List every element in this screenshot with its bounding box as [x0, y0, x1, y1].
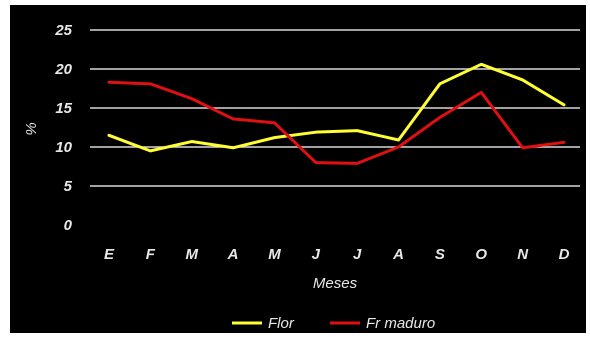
x-tick-label: J — [353, 246, 362, 263]
x-axis-title: Meses — [313, 275, 358, 292]
series-line-1 — [107, 62, 566, 153]
series-lines — [107, 62, 566, 165]
y-axis-title: % — [23, 122, 40, 135]
legend-label-1: Flor — [268, 315, 295, 332]
x-tick-label: F — [146, 246, 156, 263]
legend-label-2: Fr maduro — [366, 315, 435, 332]
series-line-2 — [107, 80, 566, 165]
y-axis-ticks: 25 20 15 10 5 0 — [54, 22, 72, 234]
y-tick-label: 10 — [55, 139, 72, 156]
y-tick-label: 25 — [54, 22, 72, 39]
legend: Flor Fr maduro — [232, 315, 435, 332]
y-tick-label: 15 — [55, 100, 72, 117]
x-tick-label: A — [227, 246, 239, 263]
x-tick-label: E — [104, 246, 115, 263]
x-tick-label: D — [559, 246, 570, 263]
x-tick-label: M — [268, 246, 281, 263]
x-tick-label: M — [185, 246, 198, 263]
x-tick-label: S — [435, 246, 445, 263]
x-tick-label: N — [517, 246, 529, 263]
chart-frame: 25 20 15 10 5 0 E F M A M J J A S O N D % Meses Flor Fr m… — [10, 5, 586, 333]
x-tick-label: A — [392, 246, 404, 263]
line-chart: 25 20 15 10 5 0 E F M A M J J A S O N D % Meses Flor Fr m… — [23, 22, 580, 332]
y-tick-label: 0 — [64, 217, 73, 234]
x-tick-label: J — [312, 246, 321, 263]
y-tick-label: 20 — [54, 61, 72, 78]
x-tick-label: O — [475, 246, 487, 263]
y-tick-label: 5 — [64, 178, 73, 195]
